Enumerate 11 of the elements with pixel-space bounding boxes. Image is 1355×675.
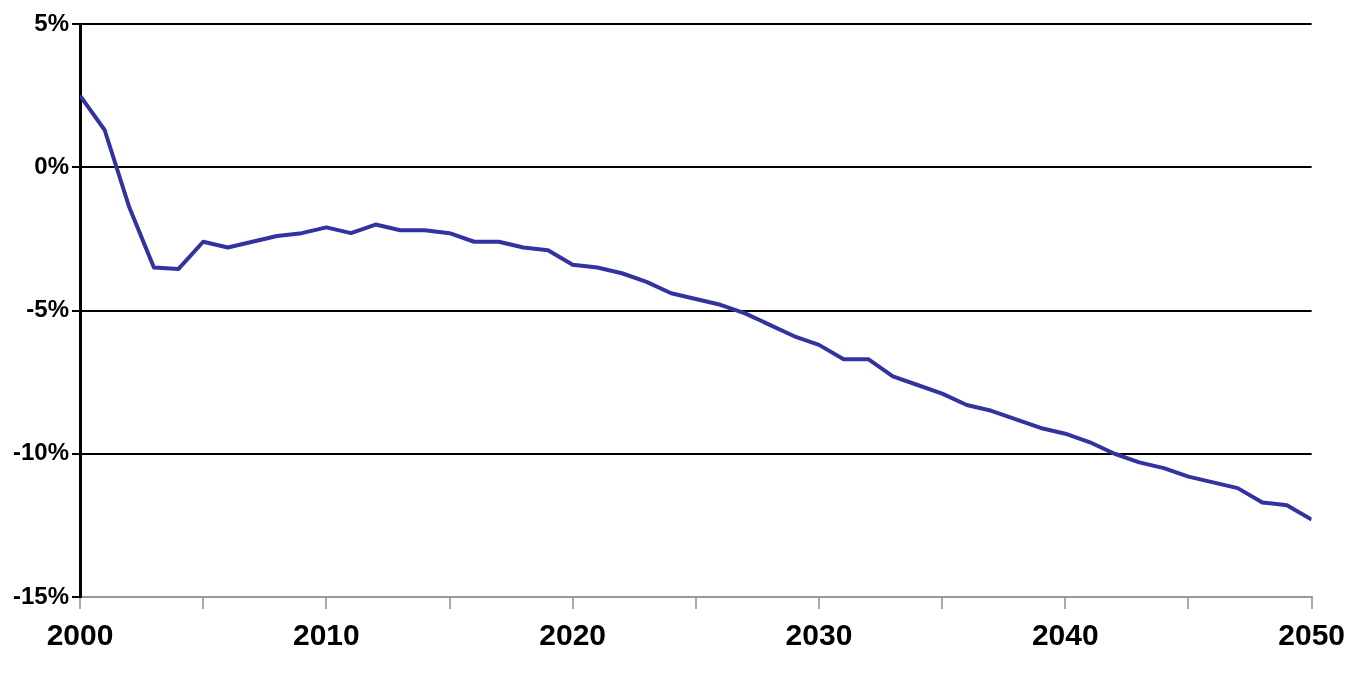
x-tick-label: 2010: [292, 618, 360, 652]
y-tick-label: 5%: [34, 8, 70, 36]
x-tick-label: 2050: [1278, 618, 1346, 652]
x-tick-label: 2030: [785, 618, 853, 652]
x-tick-label: 2020: [539, 618, 607, 652]
x-tick-label: 2040: [1031, 618, 1099, 652]
y-tick-label: -5%: [26, 295, 70, 323]
y-tick-label: -15%: [13, 581, 70, 609]
y-tick-label: -10%: [13, 438, 70, 466]
x-tick-label: 2000: [46, 618, 114, 652]
y-tick-label: 0%: [34, 151, 70, 179]
